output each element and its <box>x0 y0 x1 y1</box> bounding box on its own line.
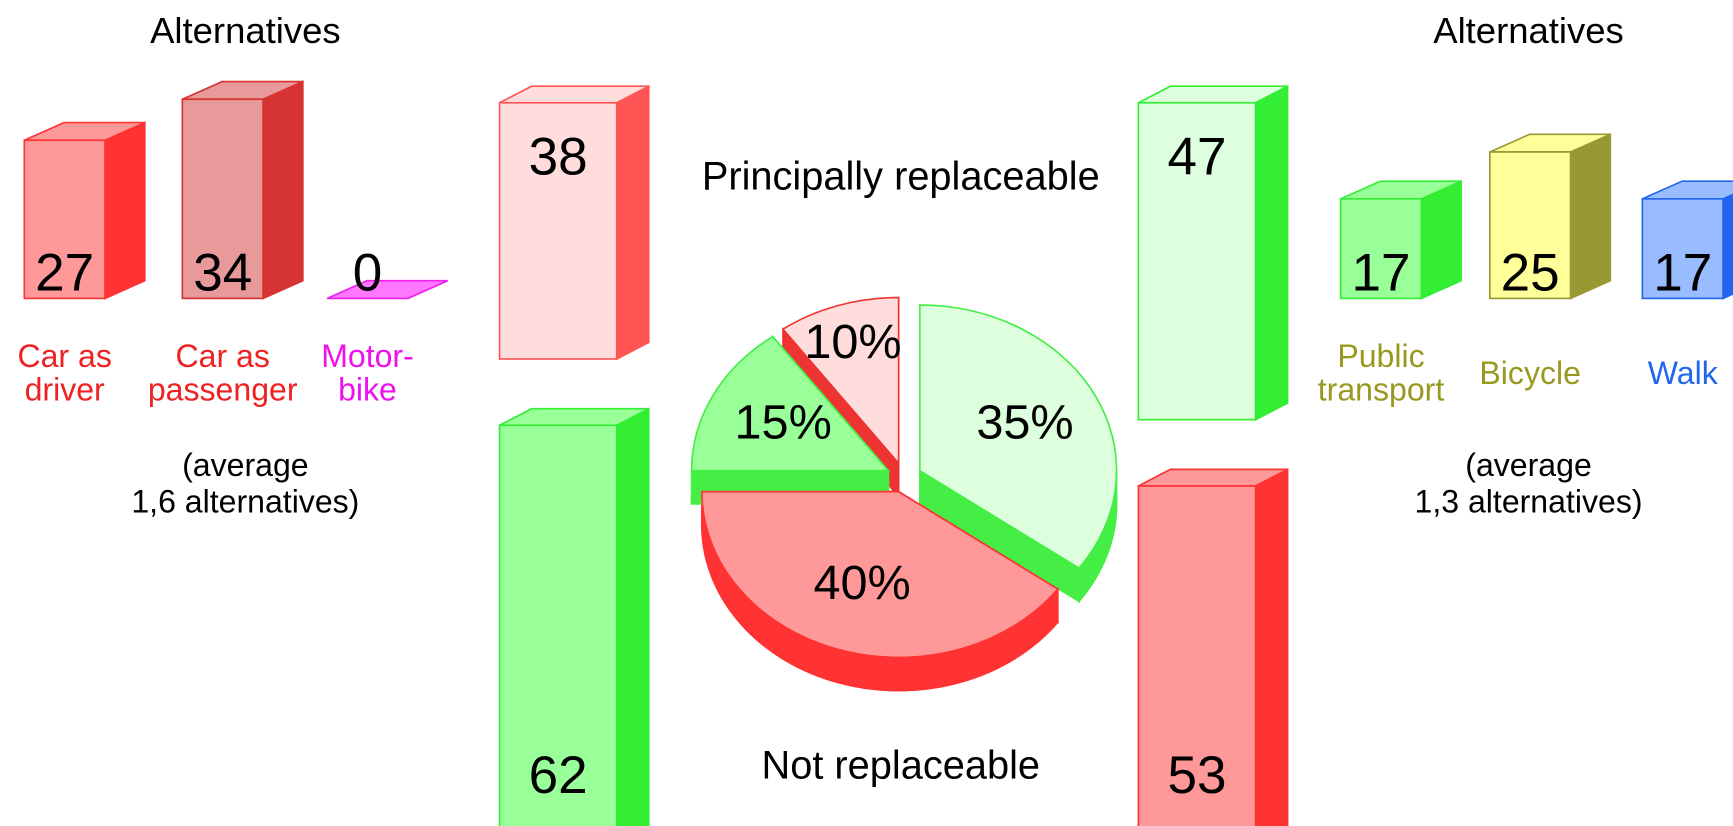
bar-front <box>1641 198 1724 300</box>
category-label: Bicycle <box>1479 355 1581 391</box>
value-label: 53 <box>1167 746 1226 805</box>
value-label: 17 <box>1653 243 1712 302</box>
value-label: 47 <box>1167 127 1226 186</box>
category-label: Public transport <box>1318 339 1445 408</box>
bar-front <box>1137 485 1257 826</box>
category-label: Motor-bike <box>321 339 414 408</box>
bar-front <box>1489 151 1572 300</box>
bar-side <box>1254 84 1289 422</box>
series-label: Not replaceable <box>761 744 1040 788</box>
bar-side <box>1420 179 1462 300</box>
value-label: 0 <box>353 243 383 302</box>
slice-label: 40% <box>813 556 910 610</box>
bar-top <box>1642 180 1733 200</box>
value-label: 17 <box>1351 243 1410 302</box>
value-label: 27 <box>35 243 94 302</box>
slice <box>919 304 1118 570</box>
bar-side <box>262 80 304 300</box>
value-label: 38 <box>529 127 588 186</box>
note: (average 1,6 alternatives) <box>131 448 359 520</box>
series-label: Principally replaceable <box>702 155 1100 199</box>
slice <box>690 335 891 472</box>
bar-top <box>326 279 448 300</box>
bar-front <box>181 98 264 300</box>
slice-label: 35% <box>976 395 1073 449</box>
value-label: 34 <box>193 243 252 302</box>
bar-front <box>23 139 106 300</box>
bar-side <box>1254 468 1289 826</box>
bar-side <box>104 121 146 300</box>
bar-side <box>1569 133 1612 300</box>
canvas: Alternatives (average 1,6 alternatives) 27 C… <box>17 10 1733 826</box>
slice <box>781 296 900 466</box>
value-label: 62 <box>529 746 588 805</box>
slice-label: 10% <box>804 315 901 369</box>
note: (average 1,3 alternatives) <box>1415 448 1643 520</box>
slice-label: 15% <box>734 395 831 449</box>
chart-title: Alternatives <box>1433 10 1624 51</box>
bar-side <box>615 84 650 361</box>
bar-front <box>1339 198 1423 300</box>
category-label: Walk <box>1648 355 1719 391</box>
category-label: Car as passenger <box>148 339 298 408</box>
chart-title: Alternatives <box>150 10 341 51</box>
bar-front <box>1137 101 1257 421</box>
slice <box>701 490 1060 659</box>
value-label: 25 <box>1501 243 1560 302</box>
bar-front <box>498 424 618 826</box>
category-label: Car as driver <box>17 339 111 408</box>
bar-front <box>498 101 618 360</box>
bar-side <box>615 407 650 826</box>
